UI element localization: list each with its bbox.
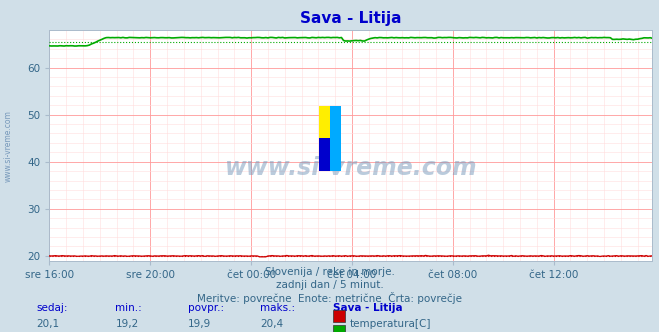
Text: povpr.:: povpr.: [188,303,224,313]
Text: 19,2: 19,2 [115,319,138,329]
Text: Sava - Litija: Sava - Litija [333,303,403,313]
Text: temperatura[C]: temperatura[C] [349,319,431,329]
Text: www.si-vreme.com: www.si-vreme.com [3,110,13,182]
Text: zadnji dan / 5 minut.: zadnji dan / 5 minut. [275,280,384,290]
Text: sedaj:: sedaj: [36,303,68,313]
Bar [330,106,341,138]
Text: min.:: min.: [115,303,142,313]
Bar [319,138,330,171]
Text: 20,1: 20,1 [36,319,59,329]
Text: www.si-vreme.com: www.si-vreme.com [225,156,477,180]
Bar [330,138,341,171]
Text: 19,9: 19,9 [188,319,211,329]
Bar [319,106,330,138]
Text: maks.:: maks.: [260,303,295,313]
Text: 20,4: 20,4 [260,319,283,329]
Text: Meritve: povrečne  Enote: metrične  Črta: povrečje: Meritve: povrečne Enote: metrične Črta: … [197,292,462,304]
Text: Slovenija / reke in morje.: Slovenija / reke in morje. [264,267,395,277]
Title: Sava - Litija: Sava - Litija [300,11,402,26]
